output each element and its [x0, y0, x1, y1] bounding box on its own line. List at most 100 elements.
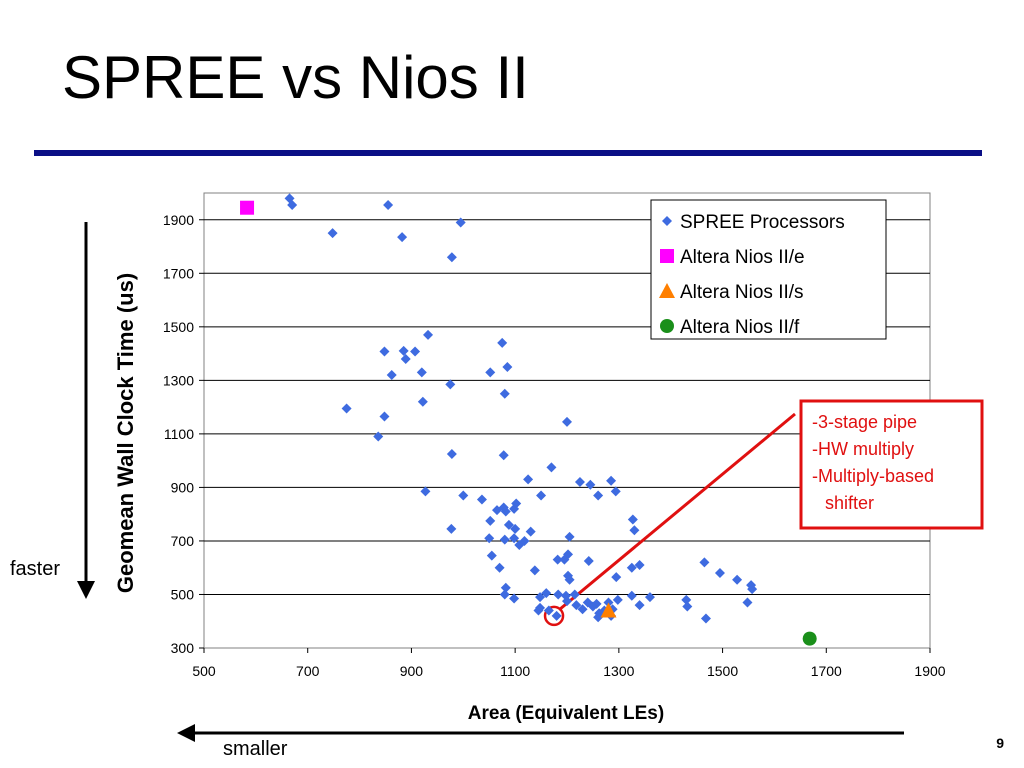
- x-tick-label: 1300: [603, 663, 634, 679]
- legend-marker: [659, 283, 675, 298]
- x-tick-label: 1100: [500, 663, 530, 679]
- altera-nios-ii-s-point: [600, 602, 617, 618]
- spree-processors-point: [445, 379, 456, 390]
- y-tick-label: 700: [171, 533, 195, 549]
- legend-entry: SPREE Processors: [680, 212, 845, 233]
- spree-processors-point: [634, 560, 645, 571]
- title-underline: [34, 150, 982, 156]
- spree-processors-point: [397, 232, 408, 243]
- spree-processors-point: [571, 600, 582, 611]
- spree-processors-point: [525, 526, 536, 537]
- spree-processors-point: [564, 531, 575, 542]
- spree-processors-point: [379, 411, 390, 422]
- legend: SPREE Processors Altera Nios II/e Altera N…: [650, 199, 887, 340]
- spree-processors-point: [509, 533, 520, 544]
- spree-processors-point: [714, 568, 725, 579]
- spree-processors-point: [499, 388, 510, 399]
- spree-processors-point: [509, 593, 520, 604]
- spree-processors-point: [585, 479, 596, 490]
- spree-processors-point: [476, 494, 487, 505]
- annotation-target-circle: [543, 605, 565, 627]
- spree-processors-point: [644, 592, 655, 603]
- smaller-label: smaller: [223, 738, 288, 760]
- spree-processors-point: [373, 431, 384, 442]
- slide-title: SPREE vs Nios II: [62, 44, 529, 111]
- spree-processors-point: [612, 594, 623, 605]
- y-tick-label: 1100: [164, 426, 194, 442]
- annotation: -3-stage pipe -HW multiply -Multiply-based…: [543, 399, 984, 627]
- spree-processors-point: [574, 477, 585, 488]
- spree-processors-point: [499, 534, 510, 545]
- spree-processors-point: [627, 514, 638, 525]
- spree-processors-point: [626, 590, 637, 601]
- x-axis-ticks: 500 700 900 1100 1300 1500 1700 1900: [192, 648, 946, 679]
- spree-processors-point: [327, 228, 338, 239]
- y-axis-ticks: 300 500 700 900 1100 1300 1500 1700 1900: [163, 212, 204, 656]
- spree-processors-point: [484, 533, 495, 544]
- annotation-pointer-line: [558, 412, 796, 612]
- x-tick-label: 1500: [707, 663, 738, 679]
- spree-processors-point: [593, 612, 604, 623]
- spree-processors-point: [502, 361, 513, 372]
- spree-processors-point: [400, 353, 411, 364]
- spree-processors-point: [398, 345, 409, 356]
- spree-processors-point: [536, 490, 547, 501]
- spree-processors-point: [529, 565, 540, 576]
- spree-processors-point: [533, 605, 544, 616]
- spree-processors-point: [742, 597, 753, 608]
- legend-marker: [660, 319, 674, 333]
- x-axis-label: Area (Equivalent LEs): [468, 703, 664, 724]
- annotation-line: -HW multiply: [812, 439, 914, 459]
- y-tick-label: 300: [171, 640, 195, 656]
- spree-processors-point: [606, 475, 617, 486]
- annotation-line: -3-stage pipe: [812, 412, 917, 432]
- annotation-line: shifter: [825, 493, 874, 513]
- data-points: [240, 193, 817, 646]
- spree-processors-point: [500, 506, 511, 517]
- spree-processors-point: [287, 200, 298, 211]
- spree-processors-point: [583, 556, 594, 567]
- spree-processors-point: [553, 589, 564, 600]
- spree-processors-point: [341, 403, 352, 414]
- spree-processors-point: [559, 554, 570, 565]
- spree-processors-point: [503, 519, 514, 530]
- altera-nios-ii-f-point: [802, 631, 817, 646]
- spree-processors-point: [626, 562, 637, 573]
- y-tick-label: 1700: [163, 265, 194, 281]
- spree-processors-point: [610, 486, 621, 497]
- faster-label: faster: [10, 558, 61, 580]
- spree-processors-point: [603, 597, 614, 608]
- spree-processors-point: [511, 498, 522, 509]
- altera-nios-ii-e-point: [240, 200, 255, 215]
- spree-processors-point: [564, 574, 575, 585]
- x-tick-label: 500: [192, 663, 216, 679]
- legend-marker: [662, 216, 672, 226]
- spree-processors-point: [416, 367, 427, 378]
- x-tick-label: 900: [400, 663, 424, 679]
- legend-entry: Altera Nios II/s: [680, 282, 804, 303]
- legend-marker: [660, 249, 674, 263]
- legend-entry: Altera Nios II/e: [680, 247, 805, 268]
- spree-processors-point: [498, 450, 509, 461]
- spree-processors-point: [455, 217, 466, 228]
- y-tick-label: 1500: [163, 319, 194, 335]
- spree-processors-point: [593, 490, 604, 501]
- spree-processors-point: [420, 486, 431, 497]
- y-tick-label: 1900: [163, 212, 194, 228]
- spree-processors-point: [699, 557, 710, 568]
- spree-processors-point: [446, 523, 457, 534]
- spree-processors-point: [386, 370, 397, 380]
- spree-processors-point: [543, 605, 554, 616]
- spree-processors-point: [552, 554, 563, 565]
- spree-processors-point: [410, 346, 421, 357]
- legend-box: [650, 199, 887, 340]
- spree-processors-point: [497, 337, 508, 348]
- spree-processors-point: [546, 462, 557, 473]
- spree-processors-point: [562, 596, 572, 607]
- spree-processors-point: [577, 604, 588, 615]
- spree-processors-point: [499, 589, 510, 600]
- spree-processors-point: [514, 539, 525, 550]
- spree-processors-point: [541, 588, 552, 599]
- legend-entry: Altera Nios II/f: [680, 317, 800, 338]
